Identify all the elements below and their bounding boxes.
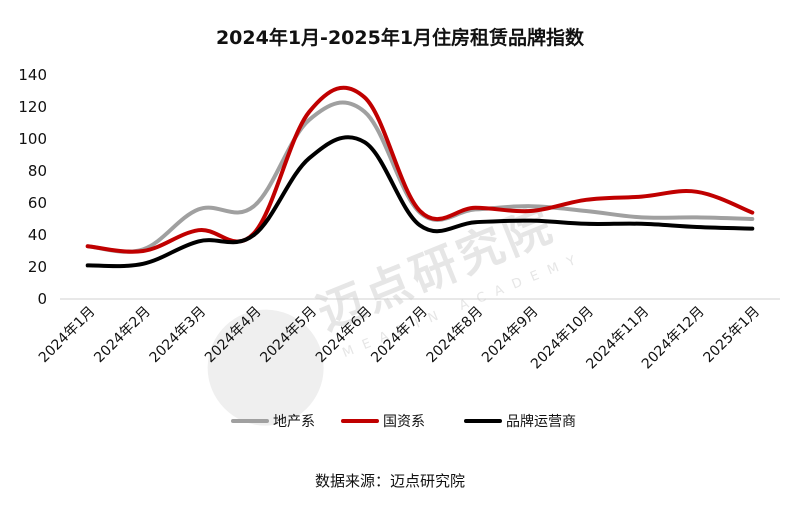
legend-label: 品牌运营商: [506, 413, 576, 430]
series-line-1: [85, 85, 755, 254]
series-line-0: [85, 100, 755, 254]
y-tick-label: 0: [37, 290, 47, 308]
watermark-logo-icon: [207, 309, 324, 426]
chart-title: 2024年1月-2025年1月住房租赁品牌指数: [216, 26, 585, 49]
y-tick-label: 80: [28, 162, 47, 180]
x-tick-label: 2024年1月: [36, 304, 99, 367]
y-tick-label: 60: [28, 194, 47, 212]
x-tick-label: 2024年3月: [147, 304, 210, 367]
series-layer: [85, 85, 755, 269]
x-tick-label: 2024年2月: [91, 304, 154, 367]
y-tick-label: 140: [18, 66, 47, 84]
legend-label: 国资系: [383, 414, 425, 430]
series-line-2: [85, 135, 755, 269]
y-tick-label: 20: [28, 258, 47, 276]
legend: 地产系 国资系 品牌运营商: [231, 413, 576, 430]
y-axis: 0 20 40 60 80 100 120 140: [18, 66, 47, 308]
y-tick-label: 100: [18, 130, 47, 148]
source-note: 数据来源：迈点研究院: [315, 472, 465, 490]
legend-label: 地产系: [273, 414, 315, 430]
x-axis: 2024年1月2024年2月2024年3月2024年4月2024年5月2024年…: [36, 304, 763, 373]
y-tick-label: 40: [28, 226, 47, 244]
y-tick-label: 120: [18, 98, 47, 116]
x-tick-label: 2025年1月: [701, 304, 764, 367]
